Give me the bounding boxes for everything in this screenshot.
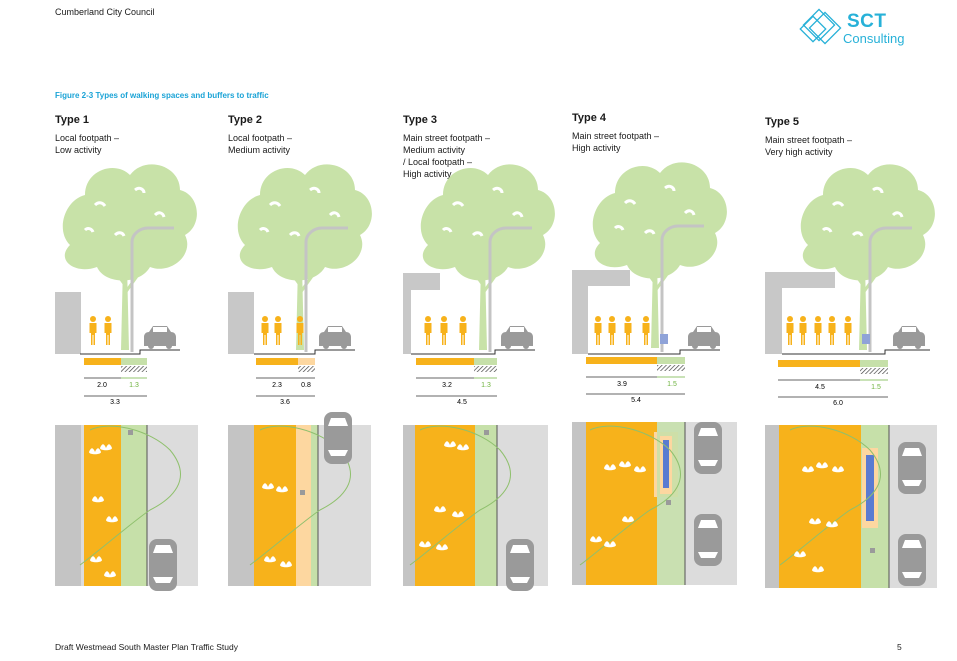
type-title: Type 4 <box>572 112 607 124</box>
type-3-plan <box>403 425 548 591</box>
dim-buffer: 1.5 <box>871 384 881 391</box>
dim-buffer: 1.3 <box>481 382 491 389</box>
dim-total: 5.4 <box>631 397 641 404</box>
desc-line: Low activity <box>55 145 102 155</box>
type-title: Type 1 <box>55 114 90 126</box>
type-description: Main street footpath – Medium activity /… <box>403 132 490 180</box>
header-organization: Cumberland City Council <box>55 7 155 17</box>
type-3-section <box>403 162 557 397</box>
sct-logo-icon <box>799 8 842 45</box>
type-4-section <box>572 160 729 395</box>
logo-line2: Consulting <box>843 31 905 46</box>
dim-buffer: 1.3 <box>129 382 139 389</box>
type-1-plan <box>55 425 198 591</box>
desc-line: High activity <box>572 143 621 153</box>
dim-buffer: 0.8 <box>301 382 311 389</box>
type-3-heading: Type 3 Main street footpath – Medium act… <box>403 114 490 180</box>
type-title: Type 3 <box>403 114 438 126</box>
desc-line: High activity <box>403 169 452 179</box>
type-description: Local footpath – Low activity <box>55 132 119 156</box>
type-2-heading: Type 2 Local footpath – Medium activity <box>228 114 292 156</box>
dim-total: 4.5 <box>457 399 467 406</box>
type-description: Main street footpath – Very high activit… <box>765 134 852 158</box>
desc-line: Main street footpath – <box>403 133 491 143</box>
desc-line: / Local footpath – <box>403 157 473 167</box>
type-2-plan <box>228 412 371 586</box>
type-1-heading: Type 1 Local footpath – Low activity <box>55 114 119 156</box>
desc-line: Medium activity <box>403 145 466 155</box>
dim-total: 3.3 <box>110 399 120 406</box>
desc-line: Main street footpath – <box>765 135 853 145</box>
dim-walk: 2.3 <box>272 382 282 389</box>
type-description: Main street footpath – High activity <box>572 130 659 154</box>
type-title: Type 2 <box>228 114 263 126</box>
dim-walk: 3.9 <box>617 381 627 388</box>
type-5-plan <box>765 425 937 588</box>
footer-page-number: 5 <box>897 642 902 652</box>
dim-walk: 4.5 <box>815 384 825 391</box>
dim-total: 6.0 <box>833 400 843 407</box>
desc-line: Medium activity <box>228 145 291 155</box>
type-description: Local footpath – Medium activity <box>228 132 292 156</box>
type-4-heading: Type 4 Main street footpath – High activ… <box>572 112 659 154</box>
dim-walk: 3.2 <box>442 382 452 389</box>
desc-line: Local footpath – <box>228 133 293 143</box>
dim-walk: 2.0 <box>97 382 107 389</box>
dim-buffer: 1.5 <box>667 381 677 388</box>
logo-line1: SCT <box>847 11 887 32</box>
desc-line: Very high activity <box>765 147 833 157</box>
desc-line: Local footpath – <box>55 133 120 143</box>
type-5-heading: Type 5 Main street footpath – Very high … <box>765 116 852 158</box>
desc-line: Main street footpath – <box>572 131 660 141</box>
footer-doc-title: Draft Westmead South Master Plan Traffic… <box>55 642 238 652</box>
dim-total: 3.6 <box>280 399 290 406</box>
type-1-section <box>55 162 199 397</box>
type-4-plan <box>572 422 737 585</box>
figure-caption: Figure 2-3 Types of walking spaces and b… <box>55 91 269 100</box>
type-title: Type 5 <box>765 116 800 128</box>
type-5-section <box>765 162 937 398</box>
type-2-section <box>228 162 374 397</box>
